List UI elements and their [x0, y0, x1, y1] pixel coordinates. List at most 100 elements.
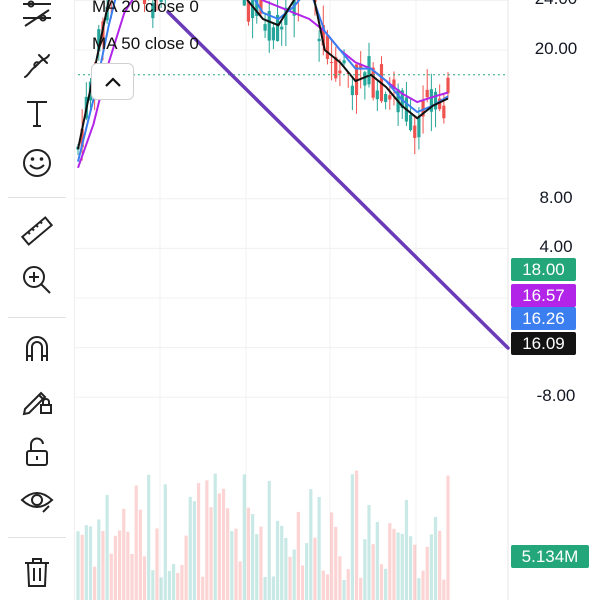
volume-bar: [172, 563, 176, 600]
volume-bar: [184, 535, 188, 600]
price-tick: 8.00: [539, 187, 573, 207]
volume-bar: [213, 473, 217, 600]
volume-bar: [192, 501, 197, 600]
ma-black-value: 16.09: [522, 333, 565, 353]
volume-bar: [425, 546, 429, 600]
candle-body: [425, 89, 429, 98]
last-price-value: 18.00: [522, 259, 565, 279]
candle-body: [267, 11, 271, 41]
emoji-tool[interactable]: [12, 141, 62, 185]
volume-bar: [309, 489, 313, 600]
ma-blue-badge: 16.26: [511, 307, 576, 330]
candle-body: [284, 7, 288, 25]
volume-bar: [363, 539, 367, 600]
volume-bar: [259, 526, 263, 600]
volume-bar: [221, 488, 226, 600]
candle-body: [329, 62, 334, 64]
unlock-icon: [26, 437, 48, 466]
trend-line-tool[interactable]: [12, 0, 62, 36]
candle-body: [417, 116, 421, 138]
magnet-tool[interactable]: [12, 327, 62, 371]
candle-body: [80, 128, 84, 148]
volume-bar: [354, 470, 359, 600]
volume-bar: [334, 526, 338, 600]
volume-bar: [350, 474, 354, 600]
volume-bars: [76, 470, 450, 600]
volume-bar: [446, 475, 450, 600]
volume-bar: [196, 483, 201, 600]
volume-bar: [313, 537, 317, 600]
candle-body: [433, 91, 438, 110]
visibility-tool[interactable]: [12, 478, 62, 522]
volume-bar: [217, 493, 221, 600]
chart-grid: [74, 0, 509, 600]
volume-bar: [396, 532, 400, 600]
lock-drawing-tool[interactable]: [12, 377, 62, 421]
volume-bar: [275, 520, 280, 600]
candle-body: [384, 94, 388, 102]
candle-body: [438, 98, 442, 110]
brush-tool[interactable]: [12, 43, 62, 87]
ruler-tool[interactable]: [12, 209, 62, 253]
volume-value: 5.134M: [521, 546, 579, 566]
volume-bar: [105, 494, 109, 600]
unlock-tool[interactable]: [12, 430, 62, 474]
candle-body: [263, 24, 267, 31]
delete-tool[interactable]: [12, 550, 62, 594]
candle-body: [105, 6, 109, 21]
volume-bar: [176, 572, 180, 600]
legend-ma20[interactable]: MA 20 close 0: [92, 0, 199, 17]
text-tool[interactable]: [12, 91, 62, 135]
zoom-in-tool[interactable]: [12, 258, 62, 302]
volume-bar: [97, 519, 101, 600]
candle-body: [338, 70, 342, 74]
candle-body: [371, 67, 375, 98]
chevron-up-icon: [104, 76, 121, 87]
volume-bar: [163, 484, 167, 600]
volume-bar: [167, 571, 172, 600]
volume-bar: [359, 577, 363, 600]
volume-bar: [109, 553, 113, 600]
brush-tool-icon: [24, 54, 50, 78]
legend-ma50[interactable]: MA 50 close 0: [92, 34, 199, 54]
volume-bar: [180, 564, 184, 600]
ma-purple-badge: 16.57: [511, 284, 576, 307]
candle-body: [259, 0, 263, 14]
volume-bar: [429, 534, 433, 600]
legend-ma20-label: MA 20 close 0: [92, 0, 199, 16]
drawing-toolbar: [0, 0, 75, 600]
candle-body: [317, 38, 321, 42]
volume-bar: [404, 499, 409, 600]
candle-body: [321, 24, 325, 46]
ma-20-line: [77, 0, 449, 150]
collapse-legend-button[interactable]: [91, 63, 134, 100]
candle-body: [442, 105, 446, 119]
candle-body: [392, 79, 396, 89]
volume-bar: [346, 569, 350, 600]
volume-bar: [234, 528, 238, 600]
price-tick: 4.00: [539, 237, 573, 257]
volume-bar: [367, 505, 371, 600]
volume-bar: [251, 514, 255, 600]
volume-bar: [84, 525, 88, 600]
candle-body: [388, 95, 392, 100]
volume-bar: [159, 577, 163, 600]
volume-bar: [263, 576, 267, 600]
candle-body: [367, 56, 371, 85]
price-chart[interactable]: [74, 0, 600, 600]
candle-body: [375, 90, 379, 100]
volume-bar: [417, 578, 421, 600]
volume-bar: [76, 531, 80, 600]
candle-body: [255, 0, 259, 17]
toolbar-divider: [8, 197, 66, 198]
volume-bar: [122, 508, 126, 600]
volume-bar: [242, 474, 246, 600]
last-price-badge: 18.00: [511, 258, 576, 281]
trend-line-tool-icon: [23, 0, 51, 27]
volume-bar: [438, 530, 442, 600]
volume-bar: [155, 528, 159, 600]
volume-bar: [300, 565, 305, 600]
volume-bar: [413, 544, 417, 600]
toolbar-divider: [8, 537, 66, 538]
volume-bar: [113, 535, 118, 600]
